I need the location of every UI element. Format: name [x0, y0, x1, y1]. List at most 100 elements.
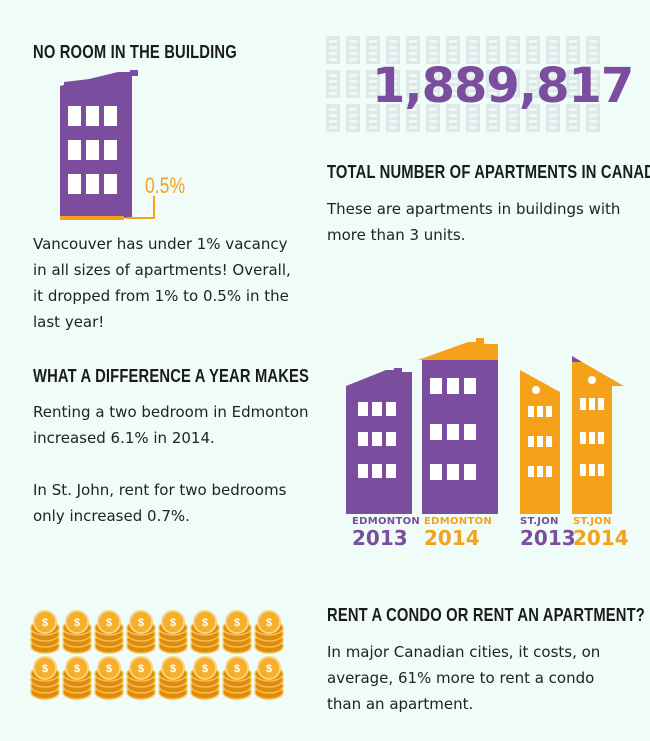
pattern-building-icon [546, 36, 560, 64]
dollar-coin-stack-icon: $ [94, 656, 124, 700]
dollar-coin-stack-icon: $ [30, 656, 60, 700]
pattern-building-icon [446, 104, 460, 132]
pattern-building-icon [406, 70, 420, 98]
edmonton-2014-building-icon [418, 338, 498, 514]
svg-text:$: $ [138, 663, 144, 675]
svg-text:$: $ [234, 617, 240, 629]
dollar-coin-stack-icon: $ [222, 610, 252, 654]
vancouver-building-icon [60, 70, 155, 220]
year-label: 2013 [352, 526, 408, 550]
svg-text:$: $ [74, 663, 80, 675]
vacancy-line: it dropped from 1% to 0.5% in the [33, 287, 289, 305]
pattern-building-icon [466, 36, 480, 64]
stjohn-line: In St. John, rent for two bedrooms [33, 481, 287, 499]
city-label: EDMONTON [352, 516, 421, 527]
vacancy-percent-label: 0.5% [145, 173, 186, 198]
dollar-coin-stack-icon: $ [190, 656, 220, 700]
pattern-building-icon [526, 104, 540, 132]
svg-text:$: $ [234, 663, 240, 675]
vacancy-line: last year! [33, 313, 105, 331]
edmonton-line: Renting a two bedroom in Edmonton [33, 403, 309, 421]
apartment-pattern-icon [326, 36, 600, 132]
pattern-building-icon [366, 36, 380, 64]
svg-text:$: $ [42, 617, 48, 629]
dollar-coin-stack-icon: $ [222, 656, 252, 700]
pattern-building-icon [586, 36, 600, 64]
svg-text:$: $ [202, 617, 208, 629]
svg-text:$: $ [170, 617, 176, 629]
pattern-building-icon [466, 104, 480, 132]
edmonton-2013-label: EDMONTON 2013 [352, 516, 420, 549]
pattern-building-icon [386, 70, 400, 98]
edmonton-2014-label: EDMONTON 2014 [424, 516, 492, 549]
pattern-building-icon [586, 104, 600, 132]
city-label: ST.JON [573, 516, 612, 527]
pattern-building-icon [426, 70, 440, 98]
pattern-building-icon [506, 36, 520, 64]
year-difference-heading: WHAT A DIFFERENCE A YEAR MAKES [33, 366, 310, 386]
pattern-building-icon [346, 70, 360, 98]
year-label: 2014 [424, 526, 480, 550]
svg-text:$: $ [266, 617, 272, 629]
edmonton-description: Renting a two bedroom in Edmonton increa… [33, 399, 323, 451]
dollar-coin-stack-icon: $ [158, 610, 188, 654]
apartment-total-heading: TOTAL NUMBER OF APARTMENTS IN CANADA [327, 162, 650, 182]
condo-line: In major Canadian cities, it costs, on [327, 643, 601, 661]
dollar-coin-stack-icon: $ [30, 610, 60, 654]
stjohn-description: In St. John, rent for two bedrooms only … [33, 477, 323, 529]
stjon-2013-building-icon [520, 370, 560, 514]
dollar-coin-stack-icon: $ [126, 656, 156, 700]
svg-text:$: $ [202, 663, 208, 675]
apartment-total-description: These are apartments in buildings with m… [327, 196, 627, 248]
pattern-building-icon [506, 70, 520, 98]
pattern-building-icon [366, 70, 380, 98]
pattern-building-icon [406, 104, 420, 132]
pattern-building-icon [566, 36, 580, 64]
svg-text:$: $ [106, 663, 112, 675]
pattern-building-icon [346, 104, 360, 132]
pattern-building-icon [426, 104, 440, 132]
city-label: EDMONTON [424, 516, 493, 527]
dollar-coin-stack-icon: $ [158, 656, 188, 700]
pattern-building-icon [326, 36, 340, 64]
dollar-coin-stack-icon: $ [94, 610, 124, 654]
edmonton-2013-building-icon [346, 368, 412, 514]
pattern-building-icon [386, 36, 400, 64]
pattern-building-icon [326, 70, 340, 98]
dollar-coin-stack-icon: $ [126, 610, 156, 654]
pattern-building-icon [566, 104, 580, 132]
svg-text:$: $ [138, 617, 144, 629]
pattern-building-icon [406, 36, 420, 64]
pattern-building-icon [466, 70, 480, 98]
dollar-coin-stack-icon: $ [62, 656, 92, 700]
stjon-2013-label: ST.JON 2013 [520, 516, 576, 549]
vacancy-description: Vancouver has under 1% vacancy in all si… [33, 231, 313, 335]
condo-heading: RENT A CONDO OR RENT AN APARTMENT? [327, 605, 645, 625]
pattern-building-icon [546, 70, 560, 98]
year-label: 2014 [573, 526, 629, 550]
condo-line: average, 61% more to rent a condo [327, 669, 595, 687]
pattern-building-icon [326, 104, 340, 132]
year-label: 2013 [520, 526, 576, 550]
pattern-building-icon [546, 104, 560, 132]
pattern-building-icon [526, 36, 540, 64]
svg-text:$: $ [74, 617, 80, 629]
dollar-coin-stack-icon: $ [190, 610, 220, 654]
dollar-coin-stack-icon: $ [254, 656, 284, 700]
stjohn-line: only increased 0.7%. [33, 507, 190, 525]
pattern-building-icon [526, 70, 540, 98]
pattern-building-icon [506, 104, 520, 132]
pattern-building-icon [566, 70, 580, 98]
dollar-coin-stack-icon: $ [254, 610, 284, 654]
pattern-building-icon [426, 36, 440, 64]
pattern-building-icon [486, 36, 500, 64]
apartment-total-number: 1,889,817 [372, 58, 634, 114]
pattern-building-icon [366, 104, 380, 132]
condo-description: In major Canadian cities, it costs, on a… [327, 639, 627, 717]
pattern-building-icon [386, 104, 400, 132]
pattern-building-icon [586, 70, 600, 98]
pattern-building-icon [346, 36, 360, 64]
svg-text:$: $ [106, 617, 112, 629]
pattern-building-icon [486, 104, 500, 132]
vacancy-line: in all sizes of apartments! Overall, [33, 261, 291, 279]
